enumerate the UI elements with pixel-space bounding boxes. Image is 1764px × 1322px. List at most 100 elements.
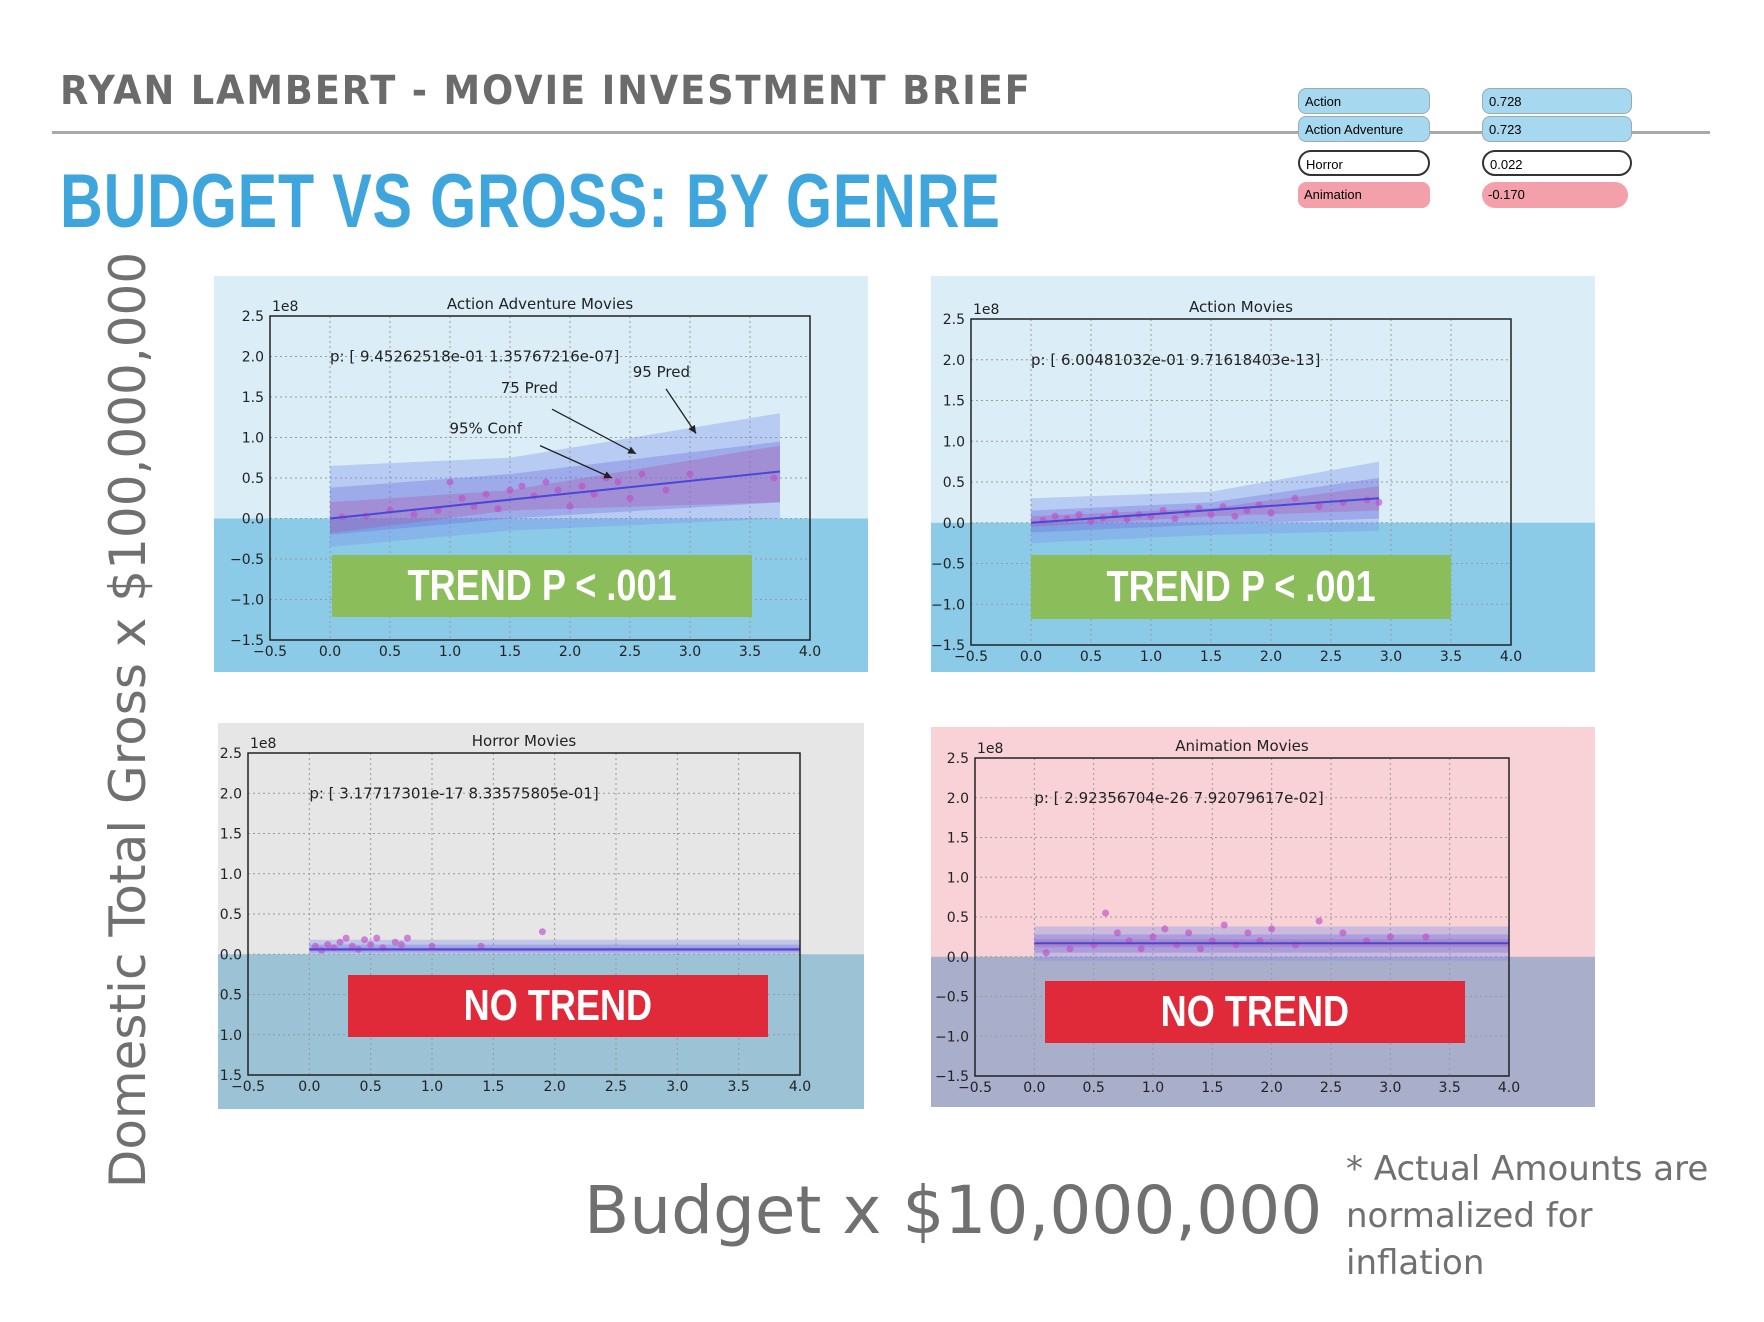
data-point [1111,509,1119,517]
data-point [686,470,694,478]
y-tick-label: 2.5 [220,746,242,762]
x-tick-label: 4.0 [799,644,821,660]
data-point [1171,515,1179,523]
x-tick-label: 2.0 [1261,1080,1283,1096]
y-offset-label: 1e8 [977,741,1003,757]
header-divider [52,131,1710,134]
footnote: * Actual Amounts are normalized for infl… [1346,1149,1709,1283]
data-point [1183,509,1191,517]
axes-frame [970,318,1512,646]
data-point [391,938,399,946]
data-point [1231,512,1239,520]
data-point [494,505,502,513]
y-tick-label: 2.5 [242,309,264,325]
p-value-annotation: p: [ 3.17717301e-17 8.33575805e-01] [309,784,598,802]
legend-genre-animation: Animation [1298,182,1430,208]
y-tick-label: 0.0 [242,512,264,528]
data-point [410,510,418,518]
chart-title: Horror Movies [472,732,577,750]
y-tick-label: 2.5 [947,751,969,767]
y-offset-label: 1e8 [250,736,276,752]
data-point [1207,511,1215,519]
fit-line [1030,497,1380,524]
band-label-arrow [665,388,697,434]
data-point [1102,909,1110,917]
data-point [348,942,356,950]
x-tick-label: 1.0 [1142,1080,1164,1096]
band-label: 95 Pred [633,363,690,381]
data-point [1123,515,1131,523]
band-label-arrow [539,445,613,479]
x-tick-label: 4.0 [1498,1080,1520,1096]
data-point [1159,507,1167,515]
y-tick-label: 2.0 [943,353,965,369]
badge-action-adventure: TREND P < .001 [332,555,752,617]
x-tick-label: 3.5 [728,1079,750,1095]
badge-action: TREND P < .001 [1031,555,1451,619]
data-point [1386,933,1394,941]
y-tick-label: 2.0 [242,350,264,366]
data-point [311,942,319,950]
x-tick-label: 1.5 [1200,649,1222,665]
data-point [397,941,405,949]
y-tick-label: 1.0 [242,431,264,447]
legend-value-animation: -0.170 [1482,182,1628,208]
data-point [1422,933,1430,941]
x-axis-title: Budget x $10,000,000 [584,1172,1323,1249]
x-tick-label: 1.0 [421,1079,443,1095]
legend-value-horror: 0.022 [1482,150,1632,176]
x-tick-label: 1.5 [1201,1080,1223,1096]
axes-frame [247,752,801,1076]
y-tick-label: −1.0 [230,593,264,609]
x-tick-label: 2.0 [544,1079,566,1095]
y-tick-label: 1.5 [220,827,242,843]
y-tick-label: −1.0 [931,597,965,613]
x-tick-label: 0.0 [1020,649,1042,665]
data-point [614,478,622,486]
legend-value-action: 0.728 [1482,88,1632,114]
y-tick-label: −1.5 [218,1068,242,1084]
data-point [542,478,550,486]
x-tick-label: −0.5 [954,649,988,665]
data-point [538,928,546,936]
chart-svg: −0.5 0.0 0.5 1.0 1.5 2.0 2.5 3.0 3.5 4.0 2.5 2.0 1.5… [214,276,868,672]
data-point [506,486,514,494]
y-axis-title: Domestic Total Gross x $100,000,000 [99,251,157,1189]
data-point [434,506,442,514]
y-tick-label: −1.5 [935,1069,969,1085]
x-tick-label: 1.5 [482,1079,504,1095]
p-value-annotation: p: [ 2.92356704e-26 7.92079617e-02] [1034,789,1323,807]
y-tick-label: −0.5 [230,552,264,568]
y-tick-label: 0.5 [947,910,969,926]
data-point [590,490,598,498]
data-point [1243,507,1251,515]
legend-value-action-adventure: 0.723 [1482,116,1632,142]
data-point [1185,929,1193,937]
x-tick-label: 0.0 [319,644,341,660]
band-75-pred [330,441,780,535]
data-point [1244,929,1252,937]
x-tick-label: 3.5 [739,644,761,660]
y-offset-label: 1e8 [973,302,999,318]
y-tick-label: 0.0 [220,947,242,963]
x-tick-label: −0.5 [253,644,287,660]
data-point [458,494,466,502]
brief-title: RYAN LAMBERT - MOVIE INVESTMENT BRIEF [60,68,1032,114]
x-tick-label: 1.5 [499,644,521,660]
x-tick-label: 0.0 [1023,1080,1045,1096]
y-tick-label: 2.0 [220,786,242,802]
y-tick-label: 1.0 [947,870,969,886]
band-95-pred [330,413,780,547]
data-point [1315,917,1323,925]
y-tick-label: −1.5 [230,633,264,649]
data-point [566,502,574,510]
data-point [1339,929,1347,937]
data-point [518,482,526,490]
band-label-arrow [551,408,637,455]
data-point [324,941,332,949]
x-tick-label: 4.0 [1500,649,1522,665]
y-tick-label: 1.5 [943,394,965,410]
x-tick-label: 1.0 [439,644,461,660]
y-offset-label: 1e8 [272,299,298,315]
y-tick-label: 1.0 [220,867,242,883]
